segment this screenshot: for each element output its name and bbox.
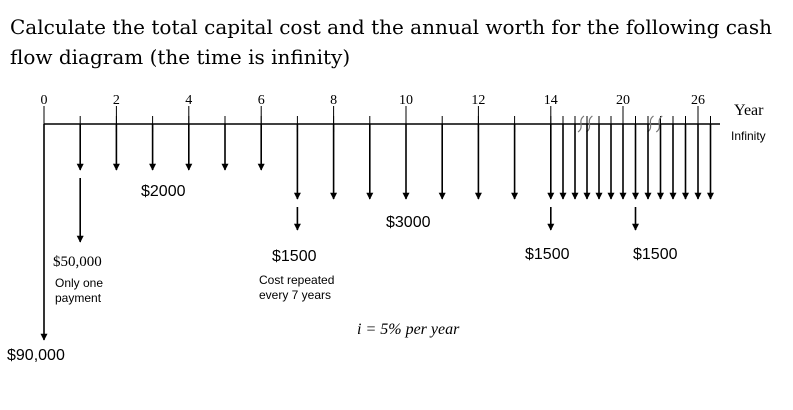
tick-label: 6	[258, 93, 265, 108]
tick-label: 4	[185, 93, 192, 108]
amount-label-90000: $90,000	[7, 347, 65, 364]
question-line-1: Calculate the total capital cost and the…	[10, 15, 772, 39]
axis-tick-labels: 0 2 4 6 8 10 12 14 20 26	[41, 93, 705, 124]
tick-label: 2	[113, 93, 120, 108]
axis-break-squiggle	[655, 115, 663, 133]
tick-label: 20	[616, 93, 630, 108]
amount-label-3000: $3000	[386, 214, 431, 231]
note-cost-repeated: Cost repeated	[259, 273, 334, 287]
question-text: Calculate the total capital cost and the…	[10, 12, 780, 72]
axis-label-infinity: Infinity	[731, 129, 766, 143]
amount-label-1500-third: $1500	[633, 246, 678, 263]
tick-label: 14	[544, 93, 558, 108]
amount-label-2000: $2000	[141, 183, 186, 200]
tick-label: 10	[399, 93, 413, 108]
axis-break-squiggle	[577, 115, 585, 133]
amount-label-50000: $50,000	[53, 254, 102, 270]
cash-flow-arrows	[40, 124, 714, 341]
amount-label-1500-second: $1500	[525, 246, 570, 263]
tick-label: 0	[41, 93, 48, 108]
note-only-one: Only one	[55, 276, 103, 290]
amount-label-1500-first: $1500	[272, 248, 317, 265]
axis-break-squiggle	[647, 115, 654, 133]
note-every-7-years: every 7 years	[259, 288, 331, 302]
tick-label: 12	[471, 93, 485, 108]
interest-rate-label: i = 5% per year	[357, 321, 460, 338]
question-line-2: flow diagram (the time is infinity)	[10, 45, 351, 69]
note-payment: payment	[55, 291, 102, 305]
axis-label-year: Year	[734, 102, 764, 119]
tick-label: 8	[330, 93, 337, 108]
tick-label: 26	[691, 93, 705, 108]
